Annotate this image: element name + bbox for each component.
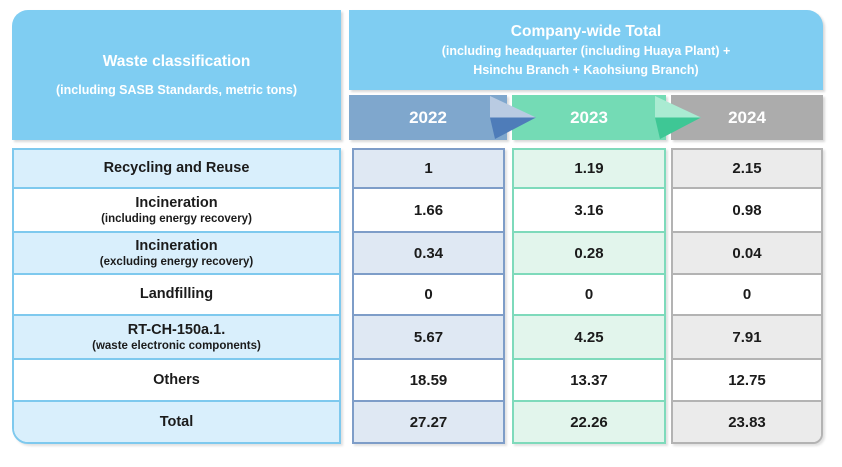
cell-value: 0 xyxy=(424,286,433,303)
table-cell: 1.66 xyxy=(354,187,503,231)
table-cell: 0.28 xyxy=(514,231,664,273)
table-row-label: Incineration (excluding energy recovery) xyxy=(14,231,339,273)
year-label-2024: 2024 xyxy=(728,107,766,127)
year-banner-2022: 2022 xyxy=(349,95,507,140)
cell-value: 27.27 xyxy=(409,413,448,431)
cell-value: 7.91 xyxy=(732,328,762,346)
row-label: Landfilling xyxy=(139,286,214,303)
table-cell: 0 xyxy=(673,273,821,314)
waste-header-subtitle: (including SASB Standards, metric tons) xyxy=(56,82,297,97)
table-cell: 0.04 xyxy=(673,231,821,273)
table-row-label: Others xyxy=(14,358,339,400)
cell-value: 0.28 xyxy=(574,244,604,262)
table-cell-total: 22.26 xyxy=(514,400,664,442)
arrow-right-icon xyxy=(490,96,536,139)
cell-value: 1 xyxy=(424,160,433,177)
table-row-label: Incineration (including energy recovery) xyxy=(14,187,339,231)
company-header-subtitle-line2: Hsinchu Branch + Kaohsiung Branch) xyxy=(473,62,699,77)
row-label: Others xyxy=(153,371,200,388)
table-cell: 18.59 xyxy=(354,358,503,400)
year-column-2022: 1 1.66 0.34 0 5.67 18.59 27.27 xyxy=(352,148,505,444)
row-sublabel: (including energy recovery) xyxy=(101,212,252,225)
cell-value: 22.26 xyxy=(570,413,608,431)
table-cell: 0 xyxy=(354,273,503,314)
cell-value: 3.16 xyxy=(574,201,604,219)
cell-value: 0 xyxy=(742,286,752,303)
cell-value: 5.67 xyxy=(413,328,444,346)
company-header-title: Company-wide Total xyxy=(510,23,662,41)
table-row-label: RT-CH-150a.1. (waste electronic componen… xyxy=(14,314,339,358)
table-cell: 5.67 xyxy=(354,314,503,358)
cell-value: 0.98 xyxy=(732,201,762,219)
row-sublabel: (excluding energy recovery) xyxy=(99,255,254,268)
table-cell: 4.25 xyxy=(514,314,664,358)
cell-value: 0.34 xyxy=(413,244,444,262)
company-wide-total-header: Company-wide Total (including headquarte… xyxy=(349,10,823,90)
table-cell: 0.34 xyxy=(354,231,503,273)
cell-value: 1.19 xyxy=(574,160,604,177)
row-label: RT-CH-150a.1. xyxy=(127,321,226,338)
label-column: Recycling and Reuse Incineration (includ… xyxy=(12,148,341,444)
cell-value: 23.83 xyxy=(728,413,766,431)
table-cell: 0.98 xyxy=(673,187,821,231)
row-label: Incineration xyxy=(135,237,218,254)
cell-value: 0 xyxy=(584,286,594,303)
year-banner-2023: 2023 xyxy=(512,95,666,140)
year-label-2022: 2022 xyxy=(409,107,447,127)
table-row-label: Recycling and Reuse xyxy=(14,150,339,187)
table-cell: 12.75 xyxy=(673,358,821,400)
year-column-2024: 2.15 0.98 0.04 0 7.91 12.75 23.83 xyxy=(671,148,823,444)
table-cell: 2.15 xyxy=(673,150,821,187)
table-cell-total: 27.27 xyxy=(354,400,503,442)
cell-value: 0.04 xyxy=(732,244,762,262)
company-header-subtitle-line1: (including headquarter (including Huaya … xyxy=(441,44,731,59)
table-cell: 0 xyxy=(514,273,664,314)
table-cell: 1 xyxy=(354,150,503,187)
table-cell: 3.16 xyxy=(514,187,664,231)
table-cell: 1.19 xyxy=(514,150,664,187)
cell-value: 18.59 xyxy=(409,371,448,389)
row-label: Total xyxy=(159,413,194,430)
waste-classification-header: Waste classification (including SASB Sta… xyxy=(12,10,341,140)
table-row-label-total: Total xyxy=(14,400,339,442)
table-cell: 7.91 xyxy=(673,314,821,358)
cell-value: 12.75 xyxy=(728,371,766,389)
year-column-2023: 1.19 3.16 0.28 0 4.25 13.37 22.26 xyxy=(512,148,666,444)
row-label: Recycling and Reuse xyxy=(103,160,250,177)
row-sublabel: (waste electronic components) xyxy=(92,339,261,352)
cell-value: 2.15 xyxy=(732,160,762,177)
arrow-right-icon xyxy=(655,96,701,139)
table-cell-total: 23.83 xyxy=(673,400,821,442)
cell-value: 1.66 xyxy=(413,201,444,219)
cell-value: 13.37 xyxy=(570,371,608,389)
table-cell: 13.37 xyxy=(514,358,664,400)
waste-header-title: Waste classification xyxy=(102,53,251,71)
cell-value: 4.25 xyxy=(574,328,604,346)
table-row-label: Landfilling xyxy=(14,273,339,314)
year-label-2023: 2023 xyxy=(570,107,608,127)
row-label: Incineration xyxy=(135,194,218,211)
